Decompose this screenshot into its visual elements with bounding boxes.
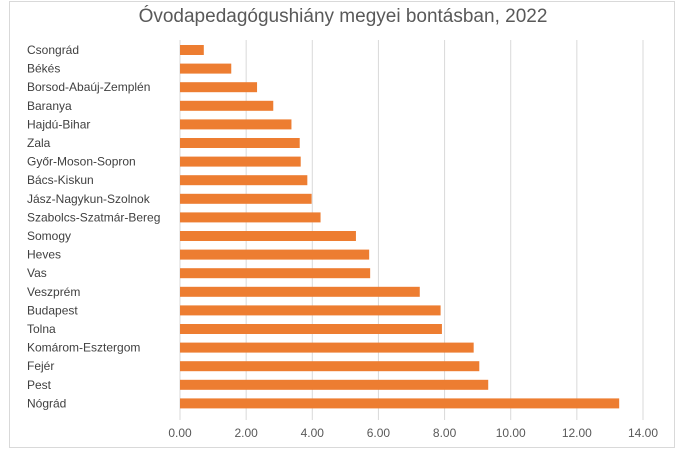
category-label: Bács-Kiskun	[27, 173, 94, 187]
bar	[180, 138, 300, 148]
category-label: Jász-Nagykun-Szolnok	[27, 192, 151, 206]
category-label: Borsod-Abaúj-Zemplén	[27, 80, 150, 94]
x-tick-label: 0.00	[168, 426, 192, 440]
bars	[180, 45, 620, 409]
category-label: Komárom-Esztergom	[27, 341, 140, 355]
x-tick-label: 10.00	[496, 426, 526, 440]
x-tick-label: 2.00	[234, 426, 258, 440]
category-labels: Csongrád Békés Borsod-Abaúj-Zemplén Baranya…	[27, 43, 160, 410]
bar	[180, 175, 308, 186]
x-tick-label: 8.00	[433, 426, 457, 440]
category-label: Hajdú-Bihar	[27, 117, 90, 131]
bar	[180, 249, 370, 260]
category-label: Csongrád	[27, 43, 79, 57]
x-tick-label: 6.00	[367, 426, 391, 440]
bar	[180, 45, 204, 55]
chart-frame: Óvodapedagógushiány megyei bontásban, 20…	[9, 1, 675, 448]
x-tick-label: 4.00	[301, 426, 325, 440]
category-label: Baranya	[27, 99, 72, 113]
category-label: Somogy	[27, 229, 71, 243]
bar	[180, 156, 301, 167]
bar	[180, 231, 356, 241]
category-label: Győr-Moson-Sopron	[27, 155, 136, 169]
chart-title: Óvodapedagógushiány megyei bontásban, 20…	[138, 6, 548, 27]
bar	[180, 100, 274, 111]
category-label: Békés	[27, 62, 60, 76]
bar	[180, 361, 480, 372]
bar	[180, 212, 321, 223]
bar	[180, 119, 292, 130]
x-tick-labels: 0.00 2.00 4.00 6.00 8.00 10.00 12.00 14.00	[168, 426, 658, 440]
bar	[180, 82, 258, 93]
x-tick-label: 14.00	[628, 426, 658, 440]
x-tick-label: 12.00	[562, 426, 592, 440]
bar	[180, 398, 620, 409]
bar	[180, 305, 441, 316]
category-label: Fejér	[27, 359, 54, 373]
bar	[180, 324, 442, 334]
category-label: Heves	[27, 248, 61, 262]
category-label: Tolna	[27, 322, 56, 336]
category-label: Pest	[27, 378, 52, 392]
bar	[180, 342, 474, 353]
category-label: Vas	[27, 266, 47, 280]
category-label: Szabolcs-Szatmár-Bereg	[27, 210, 160, 224]
bar	[180, 63, 232, 74]
category-label: Nógrád	[27, 396, 66, 410]
bar	[180, 193, 312, 204]
bar	[180, 286, 420, 297]
gridlines	[179, 40, 644, 420]
bar	[180, 268, 371, 279]
category-label: Veszprém	[27, 285, 80, 299]
bar	[180, 379, 489, 390]
category-label: Budapest	[27, 303, 78, 317]
category-label: Zala	[27, 136, 51, 150]
